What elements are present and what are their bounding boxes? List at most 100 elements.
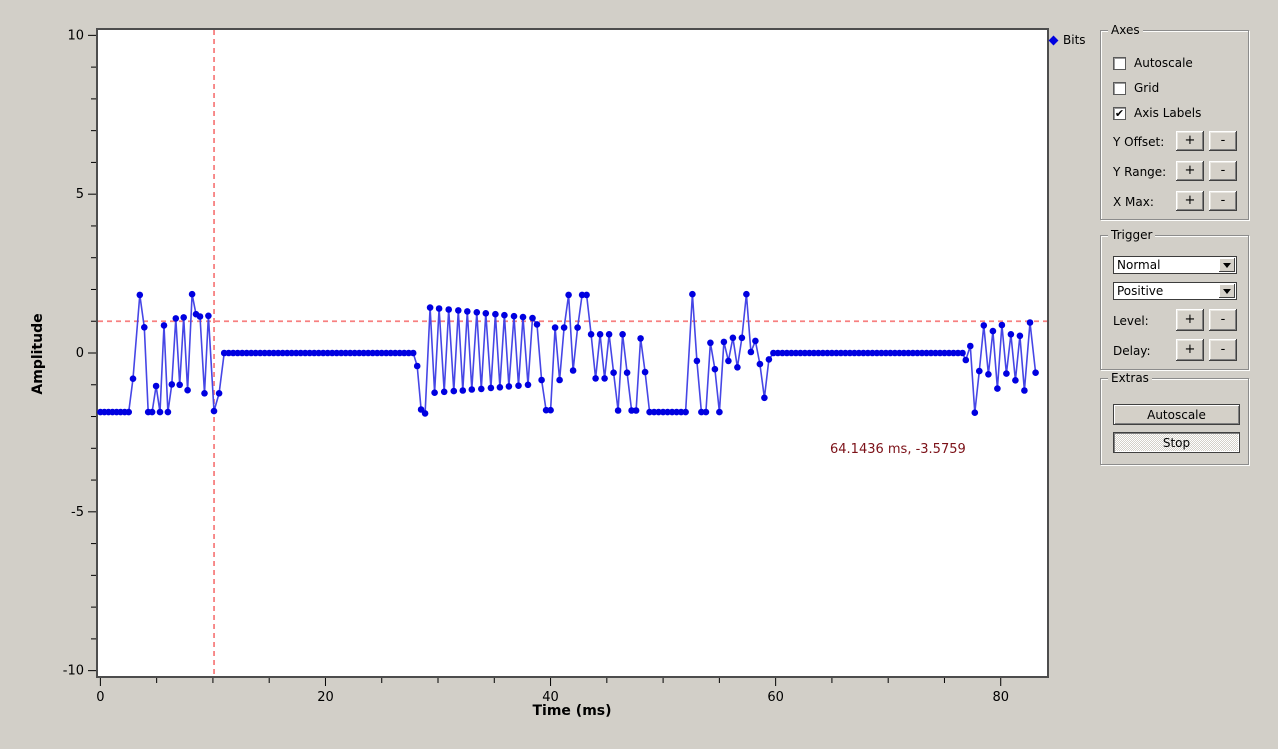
- waveform-point: [473, 309, 481, 316]
- trigger-mode-dropdown-arrow-icon[interactable]: [1219, 258, 1235, 272]
- y-tick-label: 10: [67, 28, 84, 43]
- y-axis-label: Amplitude: [30, 313, 46, 395]
- waveform-point: [962, 356, 970, 364]
- waveform-point: [569, 367, 577, 374]
- waveform-point: [711, 365, 719, 373]
- waveform-point: [702, 408, 710, 416]
- trigger-slope-value: Positive: [1117, 284, 1164, 298]
- y-range-decrease-button[interactable]: -: [1209, 161, 1237, 181]
- trigger-group: Trigger Normal Positive Level: + - Delay…: [1100, 228, 1249, 370]
- waveform-point: [459, 387, 467, 394]
- waveform-point: [601, 375, 608, 382]
- waveform-point: [440, 388, 448, 396]
- waveform-point: [623, 369, 631, 377]
- waveform-point: [176, 381, 183, 389]
- delay-decrease-button[interactable]: -: [1209, 339, 1237, 361]
- trigger-slope-select[interactable]: Positive: [1113, 282, 1237, 300]
- waveform-point: [426, 304, 434, 311]
- waveform-point: [515, 382, 522, 390]
- waveform-point: [510, 312, 518, 320]
- checkbox-grid[interactable]: Grid: [1113, 81, 1159, 95]
- waveform-point: [1032, 369, 1039, 377]
- delay-label: Delay:: [1113, 344, 1151, 358]
- waveform-point: [188, 290, 196, 298]
- waveform-point: [689, 290, 696, 298]
- waveform-point: [492, 310, 499, 318]
- axis-labels-checkbox-label: Axis Labels: [1134, 106, 1202, 120]
- y-range-increase-button[interactable]: +: [1176, 161, 1204, 181]
- axis-labels-checkbox-box[interactable]: ✔: [1113, 106, 1126, 120]
- waveform-point: [980, 322, 988, 329]
- x-max-increase-button[interactable]: +: [1176, 191, 1204, 211]
- waveform-point: [180, 314, 187, 321]
- grid-checkbox-box[interactable]: [1113, 81, 1126, 95]
- trigger-slope-dropdown-arrow-icon[interactable]: [1219, 284, 1235, 298]
- waveform-point: [184, 386, 191, 394]
- stop-button[interactable]: Stop: [1113, 432, 1240, 453]
- trigger-mode-select[interactable]: Normal: [1113, 256, 1237, 274]
- waveform-point: [478, 385, 485, 393]
- autoscale-checkbox-label: Autoscale: [1134, 56, 1193, 70]
- waveform-point: [747, 348, 755, 356]
- waveform-plot[interactable]: 0 20 40 60 80 10 5 0 -5 -10: [0, 0, 1060, 749]
- waveform-point: [129, 375, 137, 383]
- waveform-point: [605, 331, 613, 338]
- waveform-point: [547, 406, 554, 414]
- x-max-decrease-button[interactable]: -: [1209, 191, 1237, 211]
- waveform-point: [435, 305, 443, 312]
- x-tick-label: 60: [767, 690, 784, 705]
- waveform-point: [445, 306, 453, 313]
- axes-group-title: Axes: [1108, 23, 1143, 37]
- autoscale-button[interactable]: Autoscale: [1113, 404, 1240, 425]
- legend: Bits: [1048, 33, 1086, 47]
- waveform-point: [168, 381, 176, 388]
- waveform-point: [743, 290, 750, 298]
- level-increase-button[interactable]: +: [1176, 309, 1204, 331]
- waveform-point: [1016, 332, 1024, 340]
- y-offset-decrease-button[interactable]: -: [1209, 131, 1237, 151]
- waveform-point: [734, 364, 741, 371]
- delay-increase-button[interactable]: +: [1176, 339, 1204, 361]
- waveform-point: [729, 334, 737, 342]
- waveform-point: [413, 362, 421, 370]
- checkbox-autoscale[interactable]: Autoscale: [1113, 56, 1193, 70]
- waveform-point: [551, 324, 559, 331]
- waveform-point: [164, 408, 172, 416]
- waveform-point: [707, 339, 714, 347]
- waveform-point: [1012, 377, 1019, 384]
- waveform-point: [998, 321, 1006, 329]
- waveform-point: [989, 327, 997, 335]
- waveform-point: [1021, 387, 1028, 394]
- waveform-point: [468, 386, 476, 393]
- waveform-point: [519, 313, 527, 321]
- level-decrease-button[interactable]: -: [1209, 309, 1237, 331]
- waveform-point: [619, 331, 626, 338]
- checkbox-axis-labels[interactable]: ✔ Axis Labels: [1113, 106, 1201, 120]
- waveform-point: [614, 407, 622, 414]
- waveform-point: [529, 314, 536, 322]
- waveform-point: [596, 331, 604, 338]
- waveform-point: [482, 310, 490, 317]
- x-tick-label: 40: [542, 690, 559, 705]
- waveform-point: [752, 337, 759, 345]
- waveform-point: [914, 349, 921, 357]
- y-offset-increase-button[interactable]: +: [1176, 131, 1204, 151]
- waveform-point: [592, 375, 599, 382]
- waveform-point: [450, 387, 458, 395]
- trigger-group-title: Trigger: [1108, 228, 1156, 242]
- extras-group-title: Extras: [1108, 371, 1152, 385]
- waveform-point: [505, 383, 513, 390]
- waveform-point: [455, 307, 462, 314]
- waveform-point: [761, 394, 768, 402]
- y-tick-label: 0: [76, 346, 84, 361]
- waveform-point: [152, 382, 160, 390]
- x-max-label: X Max:: [1113, 195, 1154, 209]
- autoscale-checkbox-box[interactable]: [1113, 56, 1126, 70]
- grid-checkbox-label: Grid: [1134, 81, 1160, 95]
- waveform-point: [196, 313, 204, 320]
- waveform-point: [738, 334, 746, 342]
- extras-group: Extras Autoscale Stop: [1100, 371, 1249, 465]
- legend-label: Bits: [1063, 33, 1086, 47]
- y-tick-label: 5: [76, 187, 84, 202]
